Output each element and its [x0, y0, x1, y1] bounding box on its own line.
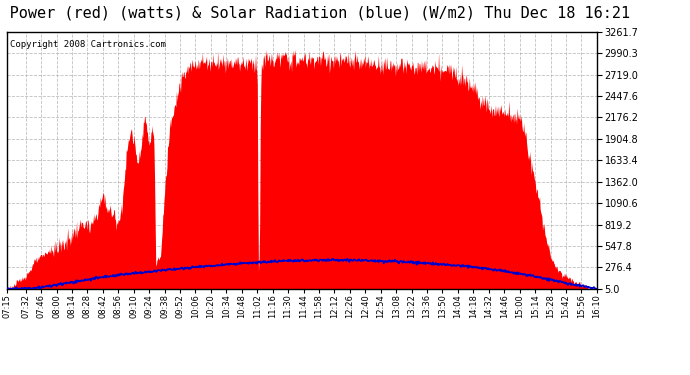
Text: Copyright 2008 Cartronics.com: Copyright 2008 Cartronics.com: [10, 40, 166, 49]
Text: Grid Power (red) (watts) & Solar Radiation (blue) (W/m2) Thu Dec 18 16:21: Grid Power (red) (watts) & Solar Radiati…: [0, 6, 630, 21]
